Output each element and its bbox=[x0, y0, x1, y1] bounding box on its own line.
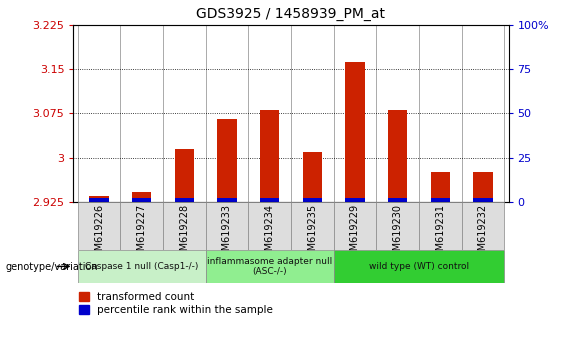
Text: GSM619232: GSM619232 bbox=[478, 204, 488, 263]
Bar bbox=[260, 110, 279, 198]
Bar bbox=[120, 202, 163, 250]
Bar bbox=[291, 202, 333, 250]
Text: GSM619230: GSM619230 bbox=[393, 204, 403, 263]
Legend: transformed count, percentile rank within the sample: transformed count, percentile rank withi… bbox=[79, 292, 273, 315]
Text: GSM619229: GSM619229 bbox=[350, 204, 360, 263]
Text: GSM619226: GSM619226 bbox=[94, 204, 104, 263]
Bar bbox=[419, 202, 462, 250]
Bar bbox=[388, 198, 407, 202]
Bar bbox=[249, 202, 291, 250]
Bar bbox=[89, 198, 108, 202]
Bar bbox=[218, 198, 237, 202]
Text: wild type (WT) control: wild type (WT) control bbox=[369, 262, 469, 271]
Bar bbox=[132, 192, 151, 198]
Bar bbox=[388, 110, 407, 198]
Bar bbox=[260, 198, 279, 202]
Bar bbox=[462, 202, 504, 250]
Bar bbox=[78, 250, 206, 282]
Text: Caspase 1 null (Casp1-/-): Caspase 1 null (Casp1-/-) bbox=[85, 262, 198, 271]
Bar bbox=[376, 202, 419, 250]
Bar bbox=[78, 202, 120, 250]
Bar bbox=[206, 250, 333, 282]
Bar bbox=[333, 202, 376, 250]
Bar bbox=[431, 198, 450, 202]
Bar bbox=[333, 250, 504, 282]
Bar bbox=[206, 202, 249, 250]
Bar bbox=[175, 198, 194, 202]
Text: GSM619233: GSM619233 bbox=[222, 204, 232, 263]
Bar bbox=[345, 62, 364, 198]
Bar bbox=[132, 198, 151, 202]
Bar bbox=[303, 152, 322, 198]
Bar bbox=[89, 196, 108, 198]
Text: inflammasome adapter null
(ASC-/-): inflammasome adapter null (ASC-/-) bbox=[207, 257, 332, 276]
Bar bbox=[473, 198, 493, 202]
Bar bbox=[175, 149, 194, 198]
Text: GSM619235: GSM619235 bbox=[307, 204, 318, 263]
Text: GSM619227: GSM619227 bbox=[137, 204, 147, 263]
Bar bbox=[345, 198, 364, 202]
Text: genotype/variation: genotype/variation bbox=[6, 262, 98, 272]
Bar bbox=[163, 202, 206, 250]
Bar bbox=[431, 172, 450, 198]
Text: GSM619228: GSM619228 bbox=[179, 204, 189, 263]
Bar bbox=[303, 198, 322, 202]
Bar bbox=[218, 119, 237, 198]
Text: GSM619231: GSM619231 bbox=[435, 204, 445, 263]
Text: GSM619234: GSM619234 bbox=[264, 204, 275, 263]
Title: GDS3925 / 1458939_PM_at: GDS3925 / 1458939_PM_at bbox=[197, 7, 385, 21]
Bar bbox=[473, 172, 493, 198]
